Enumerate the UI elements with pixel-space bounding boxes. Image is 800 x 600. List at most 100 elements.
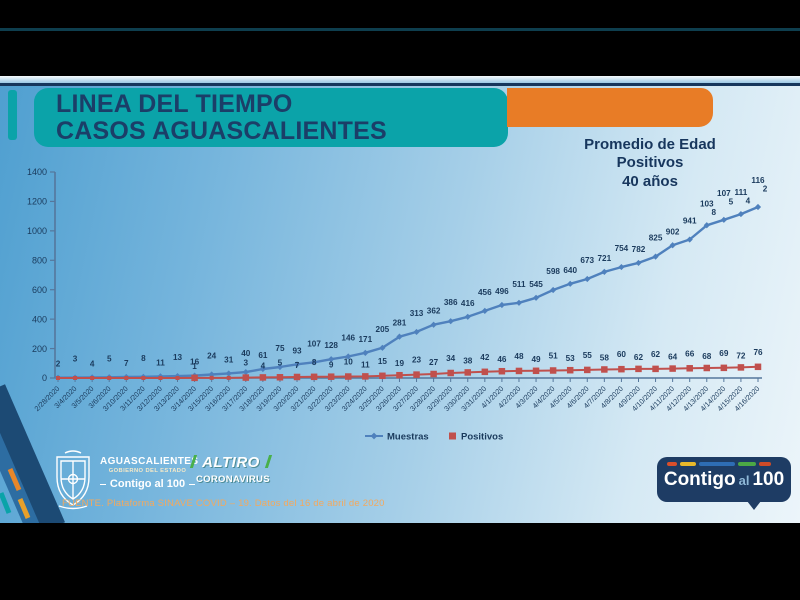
svg-text:362: 362 [427,307,441,316]
title-line-1: LINEA DEL TIEMPO [56,90,293,118]
svg-text:7: 7 [124,359,129,368]
altiro-logo-text: ALTIRO [196,454,266,471]
slide-top-strip [0,76,800,83]
chart-legend: Muestras Positivos [365,431,503,442]
badge-word-100: 100 [752,469,785,490]
annotation-line-3: 40 años [622,172,678,190]
slide: LINEA DEL TIEMPO CASOS AGUASCALIENTES Pr… [0,76,800,523]
svg-text:5: 5 [107,354,112,363]
svg-text:2: 2 [56,360,61,369]
gov-logo: AGUASCALIENTES GOBIERNO DEL ESTADO Conti… [100,456,199,490]
badge-word-al: al [738,473,750,488]
svg-text:68: 68 [702,352,712,361]
svg-text:721: 721 [598,254,612,263]
svg-text:4: 4 [90,359,95,368]
corner-decoration [0,384,66,523]
svg-text:754: 754 [615,244,629,253]
svg-text:496: 496 [495,287,509,296]
svg-text:Positivos: Positivos [461,431,503,442]
svg-text:75: 75 [275,344,285,353]
slide-top-border [0,83,800,86]
svg-text:31: 31 [224,355,234,364]
svg-text:1000: 1000 [27,226,47,236]
svg-text:416: 416 [461,299,475,308]
annotation-line-1: Promedio de Edad [584,136,716,153]
svg-text:511: 511 [512,280,526,289]
contigo-al-100-badge: Contigo al 100 [657,457,791,510]
svg-text:545: 545 [529,280,543,289]
badge-dash [680,462,696,466]
svg-text:200: 200 [32,344,47,354]
svg-text:13: 13 [173,353,183,362]
altiro-coronavirus-logo: ALTIRO CORONAVIRUS [196,454,270,485]
svg-text:3: 3 [244,359,249,368]
svg-text:800: 800 [32,255,47,265]
aguascalientes-coat-of-arms-icon [56,450,90,510]
x-axis-date-labels: 2/28/20203/4/20203/5/20203/6/20203/10/20… [32,378,761,413]
svg-text:640: 640 [563,266,577,275]
svg-text:66: 66 [685,349,695,358]
svg-text:62: 62 [634,353,644,362]
age-annotation: Promedio de Edad Positivos 40 años [535,136,765,191]
badge-text: Contigo al 100 [657,469,791,491]
svg-text:19: 19 [395,359,405,368]
svg-text:782: 782 [632,245,646,254]
svg-text:Muestras: Muestras [387,431,429,442]
svg-text:386: 386 [444,298,458,307]
svg-text:10: 10 [344,358,354,367]
gov-name: AGUASCALIENTES [100,456,199,467]
svg-text:0: 0 [42,373,47,383]
svg-text:3: 3 [73,355,78,364]
gov-subtitle: GOBIERNO DEL ESTADO [108,468,187,474]
svg-text:72: 72 [736,351,746,360]
svg-text:1: 1 [192,362,197,371]
svg-text:49: 49 [531,355,541,364]
svg-text:4: 4 [261,361,266,370]
svg-text:600: 600 [32,285,47,295]
svg-text:53: 53 [566,354,576,363]
svg-text:38: 38 [463,356,473,365]
svg-text:673: 673 [580,256,594,265]
svg-text:55: 55 [583,351,593,360]
svg-text:205: 205 [376,325,390,334]
svg-text:24: 24 [207,351,217,360]
svg-text:11: 11 [156,358,165,367]
svg-text:76: 76 [753,348,763,357]
svg-text:34: 34 [446,354,456,363]
svg-text:313: 313 [410,309,424,318]
svg-text:46: 46 [497,355,507,364]
timeline-chart: 0 200 400 600 800 1000 1200 1400 2/28/20203/4/20… [27,167,768,442]
svg-text:27: 27 [429,358,439,367]
svg-text:40: 40 [241,349,251,358]
svg-text:5: 5 [278,358,283,367]
svg-text:15: 15 [378,357,388,366]
source-caption: FUENTE. Plataforma SINAVE COVID – 19. Da… [62,498,385,509]
gov-slogan: Contigo al 100 [100,478,195,490]
svg-text:9: 9 [329,361,334,370]
svg-text:7: 7 [295,361,300,370]
svg-text:48: 48 [514,352,524,361]
svg-text:23: 23 [412,356,422,365]
svg-text:171: 171 [358,335,372,344]
svg-text:69: 69 [719,349,729,358]
title-line-2: CASOS AGUASCALIENTES [56,116,387,145]
slide-title: LINEA DEL TIEMPO CASOS AGUASCALIENTES [34,88,508,147]
badge-word-contigo: Contigo [663,469,736,490]
svg-text:1400: 1400 [27,167,47,177]
svg-text:64: 64 [668,353,678,362]
badge-dash [759,462,771,466]
svg-text:902: 902 [666,227,680,236]
svg-text:51: 51 [549,351,559,360]
title-accent-tab [8,90,17,140]
badge-color-dashes [657,457,791,466]
svg-text:146: 146 [341,334,355,343]
badge-dash [667,462,677,466]
svg-text:58: 58 [600,353,610,362]
orange-accent-bar [507,88,713,127]
svg-text:60: 60 [617,350,627,359]
badge-dash [699,462,735,466]
coronavirus-logo-text: CORONAVIRUS [196,474,270,485]
